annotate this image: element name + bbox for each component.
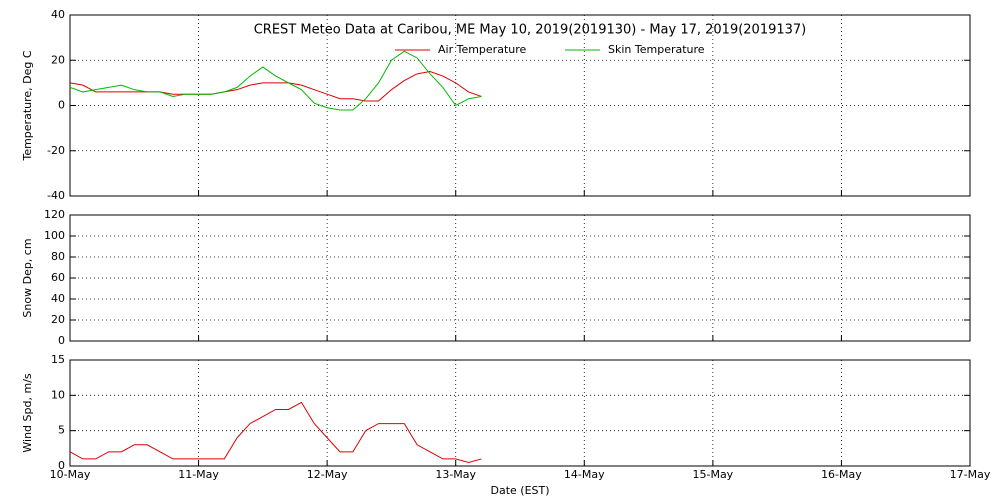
x-tick-label: 15-May	[692, 468, 733, 481]
y-axis-label: Wind Spd, m/s	[21, 373, 34, 453]
x-axis-label: Date (EST)	[490, 484, 549, 497]
x-tick-label: 17-May	[950, 468, 991, 481]
data-line	[69, 71, 482, 102]
data-line	[69, 401, 482, 463]
y-tick-label: 40	[51, 8, 65, 21]
y-tick-label: 100	[44, 229, 65, 242]
x-tick-label: 11-May	[178, 468, 219, 481]
y-tick-label: 0	[58, 459, 65, 472]
y-tick-label: 60	[51, 271, 65, 284]
x-tick-label: 12-May	[307, 468, 348, 481]
y-tick-label: 15	[51, 353, 65, 366]
y-tick-label: 80	[51, 250, 65, 263]
x-tick-label: 10-May	[50, 468, 91, 481]
x-tick-label: 13-May	[435, 468, 476, 481]
legend-label: Skin Temperature	[608, 43, 705, 56]
y-tick-label: -40	[47, 189, 65, 202]
y-tick-label: 120	[44, 208, 65, 221]
chart-title: CREST Meteo Data at Caribou, ME May 10, …	[254, 23, 807, 38]
y-tick-label: 0	[58, 334, 65, 347]
y-tick-label: 5	[58, 424, 65, 437]
plot-frame	[69, 359, 971, 467]
y-axis-label: Snow Dep, cm	[21, 238, 34, 317]
data-line	[69, 50, 482, 111]
y-tick-label: -20	[47, 144, 65, 157]
y-tick-label: 20	[51, 53, 65, 66]
y-tick-label: 0	[58, 99, 65, 112]
y-tick-label: 20	[51, 313, 65, 326]
y-tick-label: 40	[51, 292, 65, 305]
y-tick-label: 10	[51, 388, 65, 401]
y-axis-label: Temperature, Deg C	[21, 50, 34, 161]
x-tick-label: 16-May	[821, 468, 862, 481]
legend-label: Air Temperature	[438, 43, 527, 56]
x-tick-label: 14-May	[564, 468, 605, 481]
